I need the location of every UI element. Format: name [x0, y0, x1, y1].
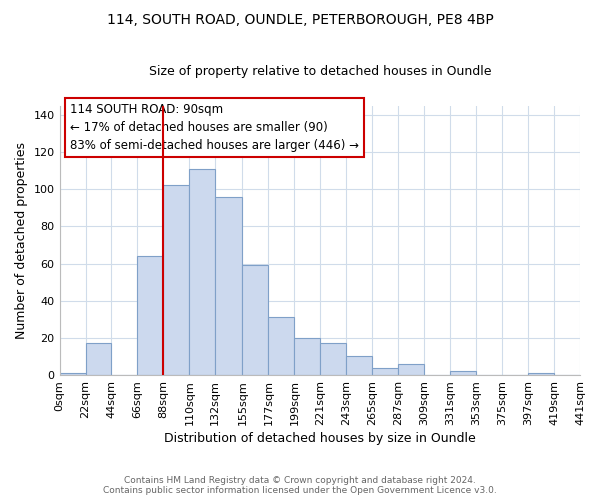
Bar: [86, 344, 112, 375]
Bar: [190, 169, 215, 375]
Title: Size of property relative to detached houses in Oundle: Size of property relative to detached ho…: [149, 65, 491, 78]
Text: 114 SOUTH ROAD: 90sqm
← 17% of detached houses are smaller (90)
83% of semi-deta: 114 SOUTH ROAD: 90sqm ← 17% of detached …: [70, 103, 359, 152]
Text: 114, SOUTH ROAD, OUNDLE, PETERBOROUGH, PE8 4BP: 114, SOUTH ROAD, OUNDLE, PETERBOROUGH, P…: [107, 12, 493, 26]
Bar: [372, 368, 398, 375]
Bar: [320, 344, 346, 375]
Bar: [137, 256, 163, 375]
Bar: [528, 373, 554, 375]
Bar: [295, 338, 320, 375]
Bar: [59, 373, 86, 375]
Bar: [346, 356, 372, 375]
Bar: [450, 372, 476, 375]
Bar: [242, 266, 268, 375]
Text: Contains HM Land Registry data © Crown copyright and database right 2024.
Contai: Contains HM Land Registry data © Crown c…: [103, 476, 497, 495]
Y-axis label: Number of detached properties: Number of detached properties: [15, 142, 28, 339]
Bar: [398, 364, 424, 375]
Bar: [268, 318, 295, 375]
X-axis label: Distribution of detached houses by size in Oundle: Distribution of detached houses by size …: [164, 432, 476, 445]
Bar: [163, 186, 190, 375]
Bar: [215, 196, 242, 375]
